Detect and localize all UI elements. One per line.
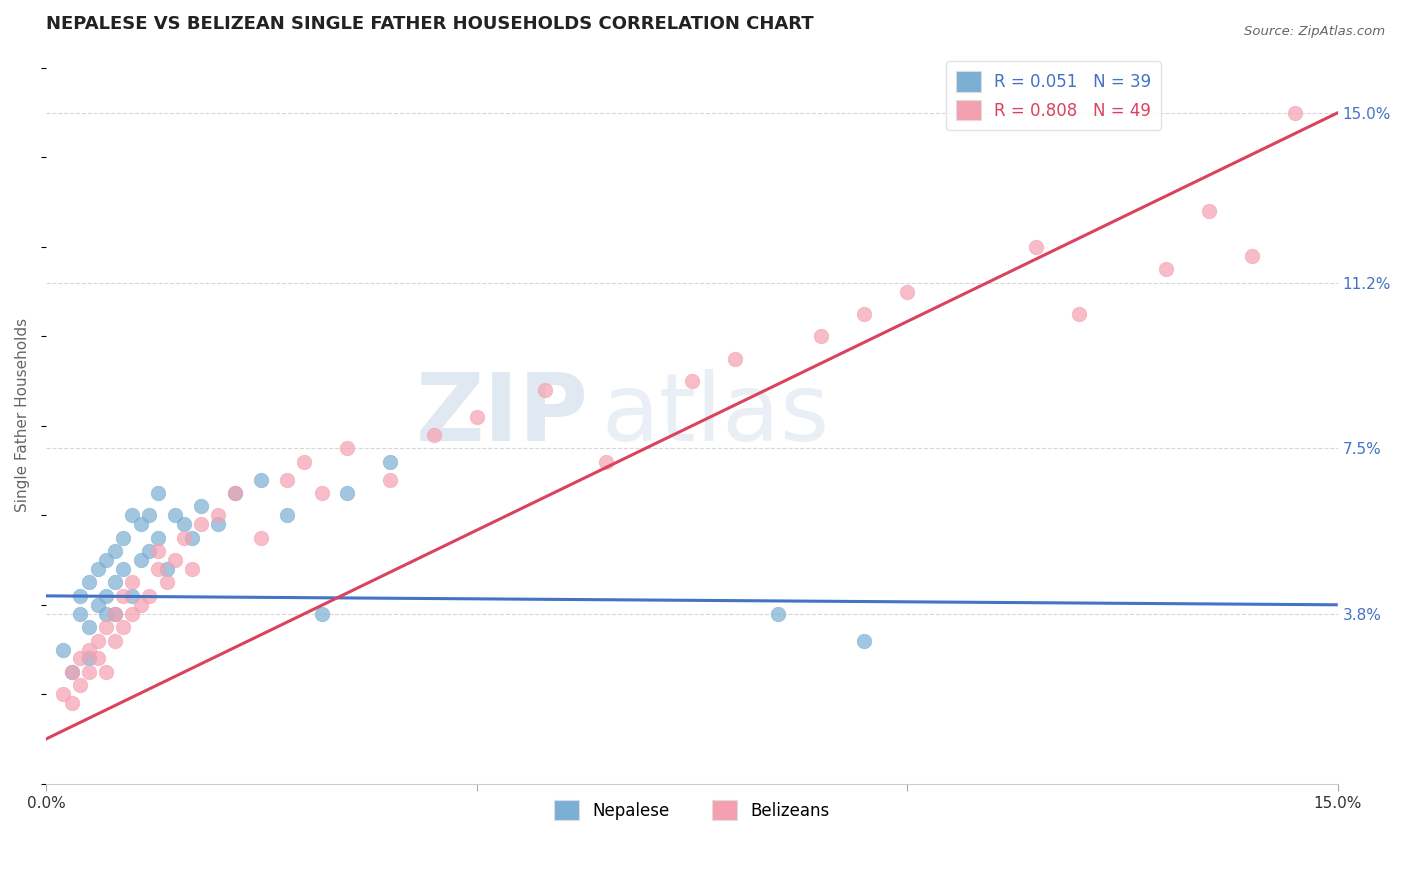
Point — [104, 575, 127, 590]
Point — [853, 633, 876, 648]
Point — [173, 517, 195, 532]
Point — [77, 651, 100, 665]
Point — [112, 589, 135, 603]
Point — [146, 486, 169, 500]
Point — [86, 651, 108, 665]
Point — [724, 351, 747, 366]
Point — [69, 651, 91, 665]
Point — [104, 607, 127, 621]
Point — [336, 442, 359, 456]
Point — [112, 562, 135, 576]
Point — [77, 642, 100, 657]
Point — [1025, 240, 1047, 254]
Point — [534, 383, 557, 397]
Point — [112, 620, 135, 634]
Point — [336, 486, 359, 500]
Point — [129, 553, 152, 567]
Point — [155, 575, 177, 590]
Text: NEPALESE VS BELIZEAN SINGLE FATHER HOUSEHOLDS CORRELATION CHART: NEPALESE VS BELIZEAN SINGLE FATHER HOUSE… — [46, 15, 814, 33]
Point — [311, 607, 333, 621]
Point — [181, 562, 204, 576]
Text: atlas: atlas — [602, 368, 830, 460]
Point — [52, 642, 75, 657]
Point — [104, 633, 127, 648]
Point — [77, 665, 100, 679]
Point — [121, 589, 143, 603]
Point — [96, 620, 118, 634]
Point — [207, 517, 229, 532]
Point — [121, 607, 143, 621]
Point — [207, 508, 229, 523]
Point — [1069, 307, 1091, 321]
Point — [465, 409, 488, 424]
Text: ZIP: ZIP — [416, 368, 589, 460]
Point — [86, 562, 108, 576]
Point — [104, 607, 127, 621]
Point — [250, 473, 273, 487]
Text: Source: ZipAtlas.com: Source: ZipAtlas.com — [1244, 25, 1385, 38]
Legend: Nepalese, Belizeans: Nepalese, Belizeans — [548, 793, 837, 827]
Point — [138, 544, 160, 558]
Point — [112, 531, 135, 545]
Point — [165, 508, 187, 523]
Point — [190, 517, 212, 532]
Point — [853, 307, 876, 321]
Point — [138, 589, 160, 603]
Point — [146, 544, 169, 558]
Point — [181, 531, 204, 545]
Point — [77, 575, 100, 590]
Point — [165, 553, 187, 567]
Point — [380, 455, 402, 469]
Point — [311, 486, 333, 500]
Point — [1198, 204, 1220, 219]
Point — [810, 329, 832, 343]
Point — [121, 575, 143, 590]
Point — [146, 531, 169, 545]
Point — [173, 531, 195, 545]
Point — [681, 374, 703, 388]
Point — [77, 620, 100, 634]
Point — [86, 633, 108, 648]
Point — [1154, 262, 1177, 277]
Point — [276, 473, 298, 487]
Point — [96, 553, 118, 567]
Point — [60, 665, 83, 679]
Point — [96, 607, 118, 621]
Point — [896, 285, 918, 299]
Point — [155, 562, 177, 576]
Point — [69, 589, 91, 603]
Point — [595, 455, 617, 469]
Point — [224, 486, 246, 500]
Point — [69, 678, 91, 692]
Point — [380, 473, 402, 487]
Point — [129, 598, 152, 612]
Point — [292, 455, 315, 469]
Point — [96, 665, 118, 679]
Point — [276, 508, 298, 523]
Point — [121, 508, 143, 523]
Point — [104, 544, 127, 558]
Point — [422, 427, 444, 442]
Point — [96, 589, 118, 603]
Point — [146, 562, 169, 576]
Point — [69, 607, 91, 621]
Point — [224, 486, 246, 500]
Point — [190, 500, 212, 514]
Point — [138, 508, 160, 523]
Point — [1240, 249, 1263, 263]
Point — [766, 607, 789, 621]
Point — [60, 696, 83, 710]
Point — [250, 531, 273, 545]
Point — [60, 665, 83, 679]
Point — [52, 687, 75, 701]
Point — [1284, 105, 1306, 120]
Point — [129, 517, 152, 532]
Y-axis label: Single Father Households: Single Father Households — [15, 318, 30, 512]
Point — [86, 598, 108, 612]
